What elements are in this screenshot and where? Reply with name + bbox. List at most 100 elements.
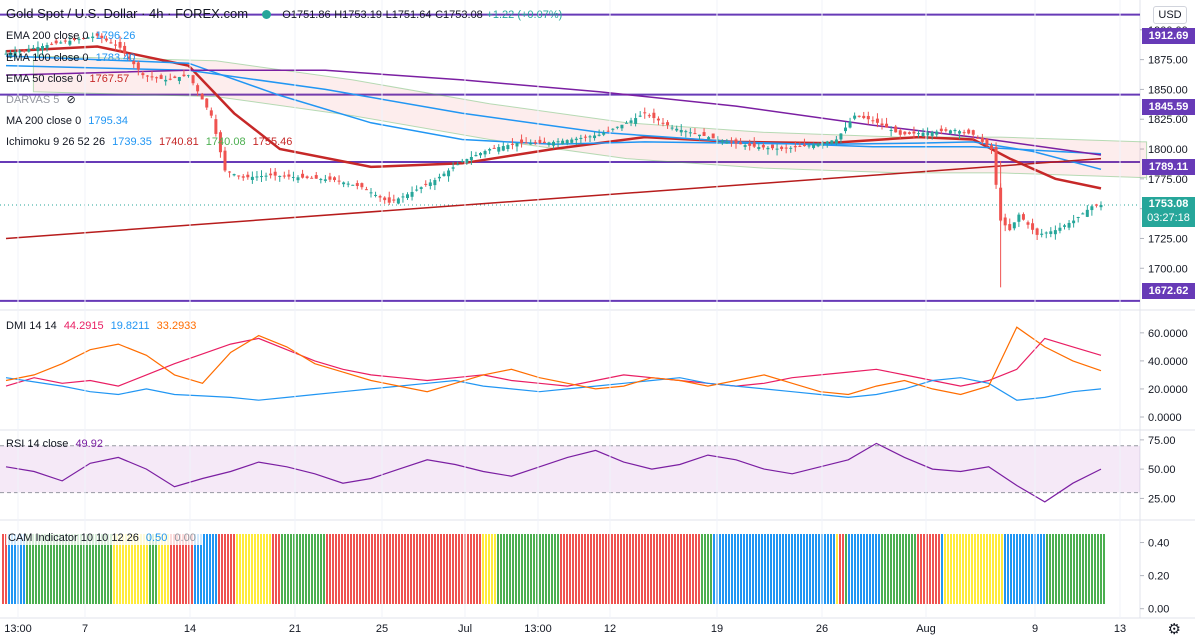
- cam-bar: [275, 534, 277, 604]
- legend-ema100[interactable]: EMA 100 close 0 1783.40: [6, 51, 139, 65]
- cam-bar: [761, 534, 763, 604]
- candle-body: [583, 136, 587, 138]
- candle-body: [360, 183, 364, 188]
- cam-bar: [614, 534, 616, 604]
- candle-body: [296, 177, 300, 181]
- legend-dmi[interactable]: DMI 14 14 44.2915 19.8211 33.2933: [6, 319, 200, 333]
- cam-bar: [935, 534, 937, 604]
- candle-body: [392, 199, 396, 201]
- cam-bar: [194, 534, 196, 604]
- cam-bar: [125, 534, 127, 604]
- cam-bar: [380, 534, 382, 604]
- cam-bar: [1049, 534, 1051, 604]
- cam-bar: [764, 534, 766, 604]
- candle-body: [793, 146, 797, 148]
- cam-bar: [884, 534, 886, 604]
- candle-body: [159, 75, 163, 79]
- cam-bar: [809, 534, 811, 604]
- candle-body: [958, 131, 962, 134]
- legend-rsi[interactable]: RSI 14 close 49.92: [6, 437, 107, 451]
- cam-bar: [251, 534, 253, 604]
- cam-bar: [449, 534, 451, 604]
- candle-body: [898, 130, 902, 135]
- candle-body: [926, 132, 930, 136]
- candle-body: [625, 122, 628, 124]
- series-trendline: [5, 157, 1102, 240]
- settings-gear-icon[interactable]: ⚙: [1167, 621, 1181, 638]
- cam-bar: [641, 534, 643, 604]
- cam-bar: [911, 534, 913, 604]
- cam-bar: [626, 534, 628, 604]
- candle-body: [1026, 222, 1030, 225]
- x-tick-label: 7: [82, 623, 88, 635]
- candle-body: [50, 43, 54, 45]
- cam-bar: [518, 534, 520, 604]
- cam-bar: [428, 534, 430, 604]
- cam-bar: [869, 534, 871, 604]
- legend-value: 33.2933: [156, 320, 197, 332]
- legend-darvas[interactable]: DARVAS 5 ⊘: [6, 93, 80, 107]
- candle-body: [72, 38, 76, 40]
- eye-off-icon[interactable]: ⊘: [66, 94, 76, 106]
- candle-body: [223, 150, 227, 171]
- cam-bar: [515, 534, 517, 604]
- cam-bar: [71, 534, 73, 604]
- candle-body: [31, 47, 35, 49]
- cam-bar: [101, 534, 103, 604]
- cam-bar: [185, 534, 187, 604]
- candle-body: [118, 41, 122, 48]
- cam-bar: [638, 534, 640, 604]
- cam-bar: [1097, 534, 1099, 604]
- cam-bar: [107, 534, 109, 604]
- candle-body: [862, 115, 866, 119]
- cam-bar: [893, 534, 895, 604]
- cam-bar: [332, 534, 334, 604]
- cam-bar: [209, 534, 211, 604]
- cam-bar: [296, 534, 298, 604]
- candle-body: [310, 177, 314, 179]
- cam-bar: [845, 534, 847, 604]
- legend-value: 0.50: [145, 532, 168, 544]
- candle-body: [853, 115, 857, 119]
- candle-body: [100, 35, 104, 39]
- cam-bar: [794, 534, 796, 604]
- candle-body: [424, 183, 428, 185]
- level-tag: 1845.59: [1142, 99, 1195, 115]
- legend-name: MA 200 close 0: [6, 115, 82, 127]
- y-tick-label: 0.00: [1148, 604, 1169, 616]
- candle-body: [200, 93, 204, 100]
- candle-body: [739, 142, 743, 145]
- cam-bar: [695, 534, 697, 604]
- cam-bar: [509, 534, 511, 604]
- cam-bar: [1067, 534, 1069, 604]
- candle-body: [301, 173, 305, 178]
- candle-body: [132, 60, 136, 65]
- candle-body: [789, 147, 793, 149]
- candle-body: [976, 137, 980, 139]
- cam-bar: [284, 534, 286, 604]
- cam-bar: [281, 534, 283, 604]
- candle-body: [187, 75, 190, 77]
- candle-body: [145, 75, 149, 77]
- currency-button[interactable]: USD: [1153, 6, 1187, 24]
- symbol-title[interactable]: Gold Spot / U.S. Dollar · 4h · FOREX.com: [6, 6, 249, 21]
- cam-bar: [170, 534, 172, 604]
- x-tick-label: 14: [184, 623, 196, 635]
- legend-ema50[interactable]: EMA 50 close 0 1767.57: [6, 72, 133, 86]
- candle-body: [387, 197, 391, 203]
- legend-ma200[interactable]: MA 200 close 0 1795.34: [6, 114, 132, 128]
- cam-bar: [5, 534, 7, 604]
- cam-bar: [173, 534, 175, 604]
- candle-body: [27, 48, 31, 52]
- candle-body: [456, 164, 460, 166]
- cam-bar: [1022, 534, 1024, 604]
- cam-bar: [866, 534, 868, 604]
- legend-ema200[interactable]: EMA 200 close 0 1796.26: [6, 29, 139, 43]
- legend-ichimoku[interactable]: Ichimoku 9 26 52 26 1739.35 1740.81 1740…: [6, 135, 296, 149]
- cam-bar: [245, 534, 247, 604]
- cam-bar: [737, 534, 739, 604]
- legend-cam[interactable]: CAM Indicator 10 10 12 26 0.50 0.00: [6, 531, 202, 545]
- cam-bar: [485, 534, 487, 604]
- cam-bar: [161, 534, 163, 604]
- cam-bar: [758, 534, 760, 604]
